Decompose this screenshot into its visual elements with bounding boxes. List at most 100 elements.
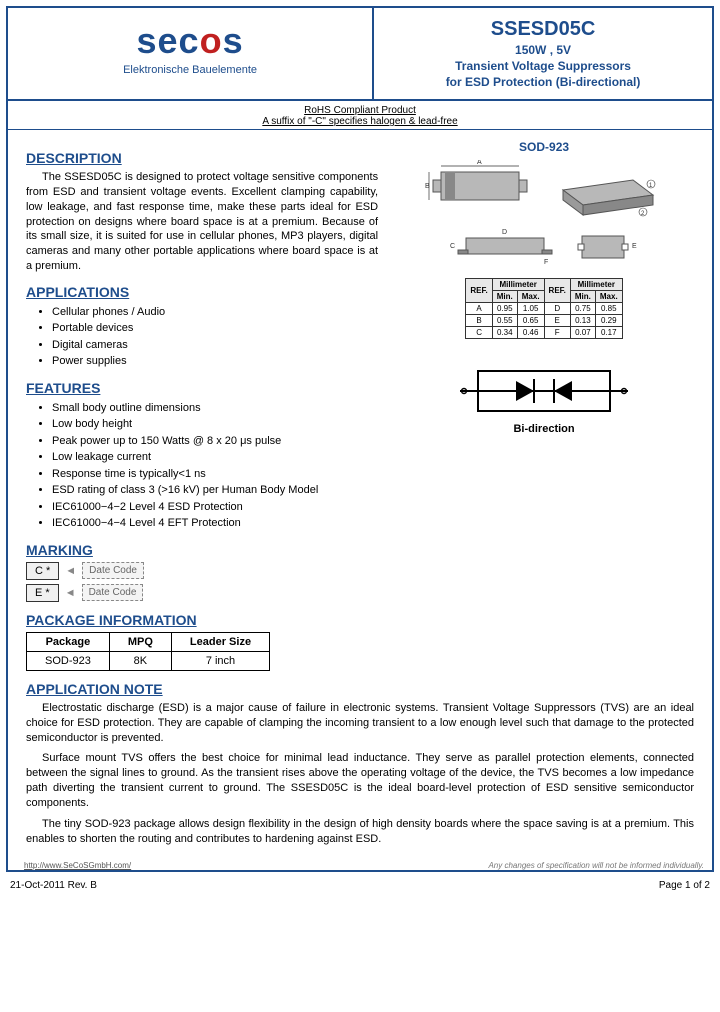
- left-column: DESCRIPTION The SSESD05C is designed to …: [26, 140, 378, 532]
- pkg-cell: SOD-923: [27, 651, 110, 670]
- features-list: Small body outline dimensions Low body h…: [26, 400, 378, 532]
- dim-header: Min.: [570, 291, 595, 303]
- marking-code-box: E *: [26, 584, 59, 602]
- dim-header: Millimeter: [570, 279, 622, 291]
- footer-disclaimer: Any changes of specification will not be…: [488, 861, 704, 870]
- dim-cell: 0.75: [570, 303, 595, 315]
- datecode-label: Date Code: [82, 584, 144, 601]
- svg-text:1: 1: [649, 183, 653, 189]
- marking-row-1: C * ◄ Date Code: [26, 562, 694, 580]
- appnote-p3: The tiny SOD-923 package allows design f…: [26, 817, 694, 847]
- table-row: Package MPQ Leader Size: [27, 632, 270, 651]
- svg-text:B: B: [425, 183, 430, 190]
- description-text: The SSESD05C is designed to protect volt…: [26, 170, 378, 274]
- logo-part-c: c: [179, 20, 200, 61]
- dim-cell: 0.46: [517, 327, 544, 339]
- part-spec-line2: Transient Voltage Suppressors: [388, 59, 698, 73]
- dim-cell: 0.34: [492, 327, 517, 339]
- table-row: C 0.34 0.46 F 0.07 0.17: [466, 327, 622, 339]
- dim-cell: E: [544, 315, 570, 327]
- applications-title: APPLICATIONS: [26, 284, 378, 300]
- package-label: SOD-923: [394, 140, 694, 154]
- logo-part-o: o: [200, 20, 223, 61]
- marking-row-2: E * ◄ Date Code: [26, 584, 694, 602]
- dim-cell: 0.55: [492, 315, 517, 327]
- dim-cell: 0.13: [570, 315, 595, 327]
- dim-header: Millimeter: [492, 279, 544, 291]
- header-title-cell: SSESD05C 150W , 5V Transient Voltage Sup…: [374, 8, 712, 99]
- pkg-cell: 7 inch: [171, 651, 269, 670]
- appnote-title: APPLICATION NOTE: [26, 681, 694, 697]
- list-item: Low body height: [52, 416, 378, 433]
- bidirectional-symbol: Bi-direction: [394, 363, 694, 435]
- list-item: IEC61000−4−2 Level 4 ESD Protection: [52, 499, 378, 516]
- list-item: Cellular phones / Audio: [52, 304, 378, 321]
- dim-cell: 0.85: [595, 303, 622, 315]
- header-logo-cell: secos Elektronische Bauelemente: [8, 8, 374, 99]
- footer-meta: http://www.SeCoSGmbH.com/ Any changes of…: [8, 861, 712, 870]
- svg-text:A: A: [477, 160, 482, 166]
- arrow-icon: ◄: [65, 565, 76, 577]
- dim-cell: 1.05: [517, 303, 544, 315]
- dim-cell: 0.29: [595, 315, 622, 327]
- dimensions-table: REF. Millimeter REF. Millimeter Min. Max…: [465, 278, 622, 339]
- applications-list: Cellular phones / Audio Portable devices…: [26, 304, 378, 370]
- appnote-p1: Electrostatic discharge (ESD) is a major…: [26, 701, 694, 746]
- datasheet-page: secos Elektronische Bauelemente SSESD05C…: [6, 6, 714, 872]
- bidir-diode-icon: [454, 363, 634, 419]
- pkg-header: Package: [27, 632, 110, 651]
- dim-header: Max.: [517, 291, 544, 303]
- page-number: Page 1 of 2: [659, 880, 710, 891]
- dim-cell: 0.65: [517, 315, 544, 327]
- dim-header: REF.: [544, 279, 570, 303]
- footer-url: http://www.SeCoSGmbH.com/: [16, 861, 139, 870]
- marking-code-box: C *: [26, 562, 59, 580]
- rohs-line2: A suffix of "-C" specifies halogen & lea…: [8, 116, 712, 127]
- pkg-header: MPQ: [109, 632, 171, 651]
- logo-part-se: se: [136, 20, 178, 61]
- svg-text:E: E: [632, 243, 637, 250]
- package-info-title: PACKAGE INFORMATION: [26, 612, 694, 628]
- part-spec-line1: 150W , 5V: [388, 43, 698, 57]
- package-end-view-icon: E: [568, 228, 638, 268]
- description-title: DESCRIPTION: [26, 150, 378, 166]
- features-title: FEATURES: [26, 380, 378, 396]
- revision-date: 21-Oct-2011 Rev. B: [10, 880, 97, 891]
- dim-cell: C: [466, 327, 492, 339]
- datecode-label: Date Code: [82, 562, 144, 579]
- table-row: B 0.55 0.65 E 0.13 0.29: [466, 315, 622, 327]
- part-number: SSESD05C: [388, 18, 698, 41]
- svg-text:D: D: [502, 229, 507, 236]
- table-row: A 0.95 1.05 D 0.75 0.85: [466, 303, 622, 315]
- pkg-header: Leader Size: [171, 632, 269, 651]
- svg-text:2: 2: [641, 211, 645, 217]
- content-area: DESCRIPTION The SSESD05C is designed to …: [8, 130, 712, 861]
- dim-cell: 0.07: [570, 327, 595, 339]
- dim-cell: B: [466, 315, 492, 327]
- bidir-label: Bi-direction: [394, 423, 694, 435]
- dim-cell: A: [466, 303, 492, 315]
- upper-columns: DESCRIPTION The SSESD05C is designed to …: [26, 140, 694, 532]
- list-item: IEC61000−4−4 Level 4 EFT Protection: [52, 515, 378, 532]
- pkg-cell: 8K: [109, 651, 171, 670]
- right-column: SOD-923 A B: [394, 140, 694, 532]
- list-item: Peak power up to 150 Watts @ 8 x 20 μs p…: [52, 433, 378, 450]
- rohs-banner: RoHS Compliant Product A suffix of "-C" …: [8, 101, 712, 130]
- marking-title: MARKING: [26, 542, 694, 558]
- package-info-table: Package MPQ Leader Size SOD-923 8K 7 inc…: [26, 632, 270, 671]
- rohs-line1: RoHS Compliant Product: [8, 105, 712, 116]
- table-row: SOD-923 8K 7 inch: [27, 651, 270, 670]
- arrow-icon: ◄: [65, 587, 76, 599]
- dim-cell: 0.17: [595, 327, 622, 339]
- header: secos Elektronische Bauelemente SSESD05C…: [8, 8, 712, 101]
- svg-text:C: C: [450, 243, 455, 250]
- package-3d-view-icon: 1 2: [543, 160, 663, 220]
- list-item: Digital cameras: [52, 337, 378, 354]
- logo-subtitle: Elektronische Bauelemente: [26, 64, 354, 76]
- list-item: Small body outline dimensions: [52, 400, 378, 417]
- part-spec-line3: for ESD Protection (Bi-directional): [388, 75, 698, 89]
- table-row: REF. Millimeter REF. Millimeter: [466, 279, 622, 291]
- appnote-p2: Surface mount TVS offers the best choice…: [26, 751, 694, 810]
- list-item: Portable devices: [52, 320, 378, 337]
- dim-cell: D: [544, 303, 570, 315]
